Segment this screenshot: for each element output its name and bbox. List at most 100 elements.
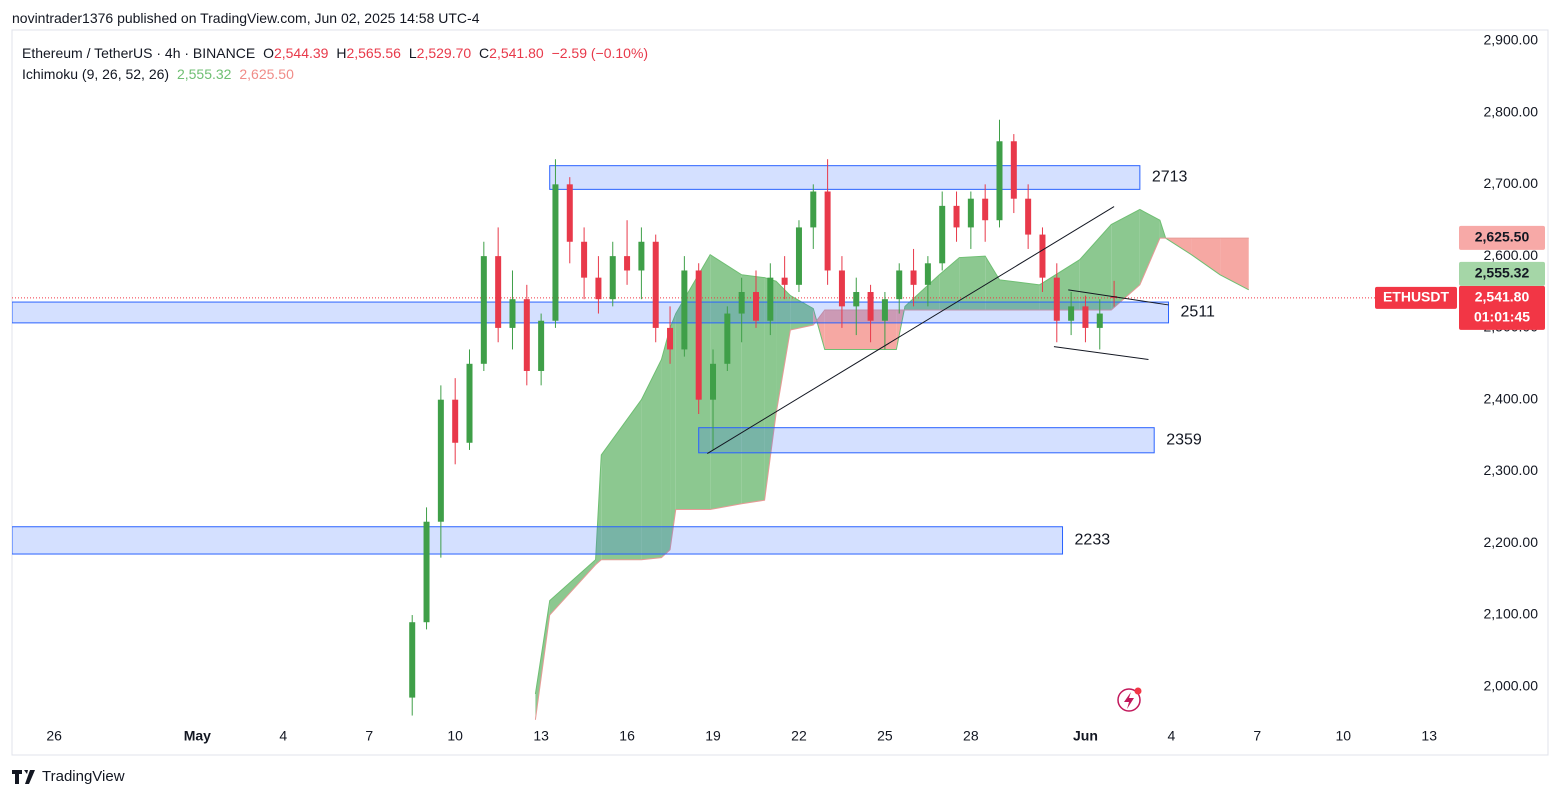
candle-body bbox=[996, 141, 1003, 221]
candle-body bbox=[409, 622, 416, 698]
trend-line bbox=[1053, 346, 1149, 360]
trend-line bbox=[707, 206, 1115, 454]
candle-body bbox=[1082, 306, 1089, 328]
indicator-badge bbox=[1459, 225, 1545, 250]
zone-label: 2713 bbox=[1152, 169, 1188, 186]
ohlc-high: 2,565.56 bbox=[346, 45, 401, 61]
candle-body bbox=[624, 256, 631, 271]
ohlc-open-key: O bbox=[263, 45, 274, 61]
candle-body bbox=[638, 241, 645, 271]
symbol-badge bbox=[1375, 286, 1457, 309]
y-tick-label: 2,800.00 bbox=[1484, 103, 1539, 119]
indicator: Ichimoku (9, 26, 52, 26) bbox=[22, 66, 170, 82]
x-tick-label: 19 bbox=[705, 728, 721, 744]
cloud-segment bbox=[549, 559, 596, 616]
footer-brand: TradingView bbox=[42, 768, 125, 785]
candle-body bbox=[509, 299, 516, 328]
x-tick-label: Jun bbox=[1073, 728, 1098, 744]
footer: TradingView bbox=[12, 768, 125, 785]
candle-body bbox=[838, 270, 845, 307]
candle-body bbox=[724, 313, 731, 364]
last-price-label: 2,541.80 bbox=[1475, 289, 1530, 305]
ohlc-open: 2,544.39 bbox=[273, 45, 329, 61]
candle-body bbox=[767, 277, 774, 321]
y-tick-label: 2,900.00 bbox=[1484, 31, 1539, 47]
indicator-badge bbox=[1459, 261, 1545, 286]
candle-body bbox=[1039, 234, 1046, 278]
cloud-segment bbox=[985, 256, 1000, 310]
candle-body bbox=[667, 327, 674, 350]
candle-body bbox=[781, 277, 788, 285]
x-tick-label: 13 bbox=[533, 728, 549, 744]
y-tick-label: 2,400.00 bbox=[1484, 390, 1539, 406]
x-tick-label: 10 bbox=[447, 728, 463, 744]
span-b-value: 2,625.50 bbox=[239, 66, 294, 82]
cloud-segment bbox=[764, 277, 777, 501]
candle-body bbox=[710, 363, 717, 400]
ohlc-close-key: C bbox=[479, 45, 490, 61]
zone bbox=[698, 427, 1155, 454]
cloud-segment bbox=[790, 295, 814, 331]
x-tick-label: 4 bbox=[1167, 728, 1175, 744]
candle-body bbox=[795, 227, 802, 285]
candle-body bbox=[810, 191, 817, 228]
axes: 2,000.00 2,100.00 2,200.00 2,300.00 2,400.00… bbox=[46, 31, 1545, 744]
ohlc-low: 2,529.70 bbox=[416, 45, 472, 61]
zone-label: 2233 bbox=[1075, 532, 1111, 549]
cloud-segment bbox=[710, 254, 742, 510]
cloud-segment bbox=[1191, 238, 1221, 275]
candle-body bbox=[437, 399, 444, 522]
zone-label: 2359 bbox=[1166, 431, 1202, 448]
candle-body bbox=[953, 205, 960, 228]
candle-body bbox=[896, 270, 903, 300]
y-tick-label: 2,700.00 bbox=[1484, 175, 1539, 191]
zone bbox=[12, 526, 1064, 555]
candle-body bbox=[1025, 198, 1032, 235]
chart-frame bbox=[11, 29, 1549, 756]
candle-body bbox=[609, 256, 616, 300]
cloud-segment bbox=[1139, 209, 1160, 285]
candle-body bbox=[695, 270, 702, 400]
candle-body bbox=[566, 184, 573, 242]
x-tick-label: 16 bbox=[619, 728, 635, 744]
x-tick-label: 7 bbox=[365, 728, 373, 744]
candle-body bbox=[939, 205, 946, 264]
candle-body bbox=[523, 299, 530, 371]
x-tick-label: May bbox=[184, 728, 211, 744]
candle-body bbox=[867, 292, 874, 321]
x-tick-label: 26 bbox=[46, 728, 62, 744]
publisher: novintrader1376 published on TradingView… bbox=[12, 10, 480, 26]
candle-body bbox=[853, 292, 860, 307]
y-tick-label: 2,600.00 bbox=[1484, 247, 1539, 263]
x-tick-label: 7 bbox=[1253, 728, 1261, 744]
cloud-segment bbox=[670, 313, 676, 550]
candle-body bbox=[552, 184, 559, 321]
cloud-segment bbox=[741, 274, 765, 504]
y-tick-label: 2,000.00 bbox=[1484, 678, 1539, 694]
candle-body bbox=[681, 270, 688, 350]
change: −2.59 (−0.10%) bbox=[551, 45, 649, 61]
candle-body bbox=[1010, 141, 1017, 199]
symbol-line: Ethereum / TetherUS · 4h · BINANCE O2,54… bbox=[22, 45, 652, 61]
candle-body bbox=[824, 191, 831, 271]
last-price-badge bbox=[1459, 285, 1545, 330]
indicator-badge-label: 2,625.50 bbox=[1475, 229, 1530, 245]
candle-body bbox=[738, 292, 745, 314]
cloud-segment bbox=[1220, 238, 1249, 290]
candle-body bbox=[924, 263, 931, 285]
cloud-segment bbox=[675, 254, 711, 510]
y-tick-label: 2,300.00 bbox=[1484, 462, 1539, 478]
cloud-segment bbox=[641, 359, 662, 560]
candle-body bbox=[581, 241, 588, 278]
y-tick-label: 2,200.00 bbox=[1484, 534, 1539, 550]
indicator-line: Ichimoku (9, 26, 52, 26) 2,555.32 2,625.… bbox=[22, 66, 298, 82]
candle-body bbox=[452, 399, 459, 443]
lightning-icon bbox=[1117, 687, 1142, 712]
x-tick-label: 25 bbox=[877, 728, 893, 744]
cloud-segment bbox=[776, 281, 791, 415]
ohlc-close: 2,541.80 bbox=[489, 45, 544, 61]
indicator-badge-label: 2,555.32 bbox=[1475, 265, 1530, 281]
zone-label: 2511 bbox=[1181, 304, 1216, 321]
logo bbox=[12, 769, 35, 784]
